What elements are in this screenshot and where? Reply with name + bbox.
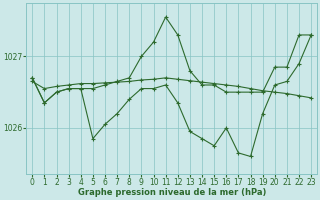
X-axis label: Graphe pression niveau de la mer (hPa): Graphe pression niveau de la mer (hPa) xyxy=(77,188,266,197)
